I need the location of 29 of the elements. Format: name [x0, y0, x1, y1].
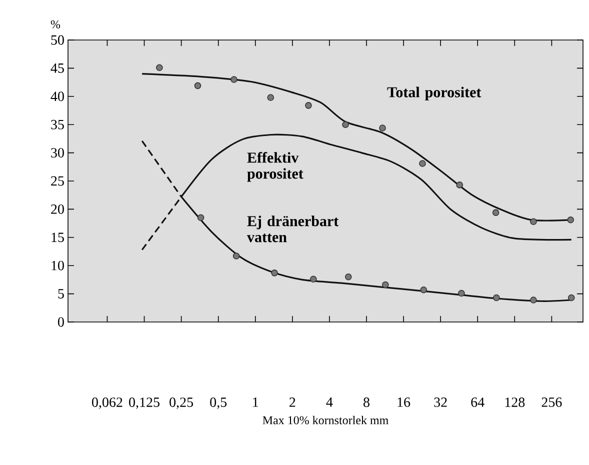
x-tick-label: 0,25	[170, 398, 194, 409]
x-tick-label: 32	[434, 398, 447, 407]
y-tick-label: 50	[51, 35, 64, 45]
y-tick-label: 40	[50, 92, 64, 102]
x-tick-label: 0,125	[129, 398, 160, 409]
y-tick-label: 15	[52, 232, 64, 242]
y-tick-label: 0	[58, 317, 64, 327]
x-tick-label: 2	[290, 398, 296, 407]
y-tick-label: 45	[50, 64, 64, 73]
y-tick-label: 5	[58, 289, 64, 298]
y-tick-label: 25	[51, 176, 64, 186]
text: Total porositet	[387, 86, 482, 100]
x-tick-label: 16	[398, 398, 410, 407]
series-label: Ej dränerbart vatten	[246, 216, 339, 242]
y-axis-title: %	[50, 20, 60, 28]
x-tick-label: 0,5	[210, 398, 227, 409]
x-tick-label: 256	[542, 398, 562, 407]
x-tick-label: 64	[471, 398, 484, 407]
x-axis-title: Max 10% kornstorlek mm	[262, 416, 388, 424]
x-tick-label: 0,062	[92, 398, 122, 409]
x-tick-label: 128	[505, 398, 525, 407]
x-tick-label: 8	[364, 398, 370, 407]
y-tick-label: 30	[51, 148, 64, 158]
y-tick-label: 35	[51, 120, 64, 130]
series-label: Effektiv porositet	[247, 152, 304, 182]
y-tick-label: 10	[52, 260, 64, 270]
y-tick-label: 20	[51, 204, 64, 214]
x-tick-label: 4	[326, 398, 333, 407]
x-tick-label: 1	[253, 398, 258, 407]
